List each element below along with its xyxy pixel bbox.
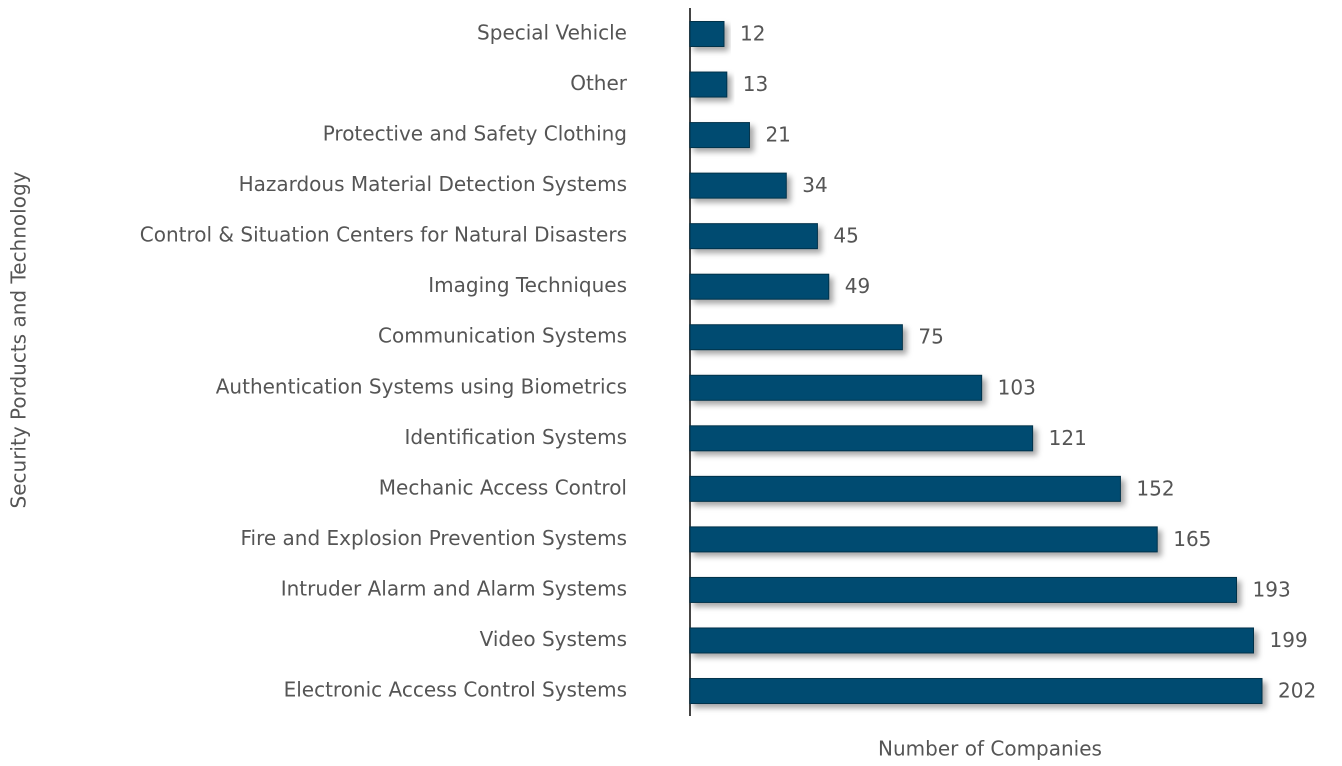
value-label: 202 xyxy=(1278,679,1316,703)
value-label: 13 xyxy=(743,72,768,96)
bar xyxy=(689,71,728,98)
bar xyxy=(689,273,830,300)
value-label: 199 xyxy=(1270,628,1308,652)
y-tick-label: Protective and Safety Clothing xyxy=(323,122,627,146)
y-tick-label: Identification Systems xyxy=(405,425,628,449)
y-tick-label: Mechanic Access Control xyxy=(379,475,627,499)
y-tick-label: Authentication Systems using Biometrics xyxy=(216,374,627,398)
bar xyxy=(689,324,903,351)
value-label: 152 xyxy=(1136,476,1174,500)
value-label: 193 xyxy=(1253,577,1291,601)
value-label: 75 xyxy=(918,325,943,349)
value-label: 121 xyxy=(1049,426,1087,450)
value-label: 34 xyxy=(802,173,827,197)
bar xyxy=(689,223,818,250)
value-label: 49 xyxy=(845,274,870,298)
value-label: 103 xyxy=(998,375,1036,399)
y-tick-label: Fire and Explosion Prevention Systems xyxy=(240,526,627,550)
y-tick-label: Hazardous Material Detection Systems xyxy=(239,172,627,196)
bar xyxy=(689,627,1255,654)
value-label: 45 xyxy=(833,224,858,248)
bar xyxy=(689,576,1238,603)
bar xyxy=(689,21,725,47)
bar xyxy=(689,475,1121,502)
y-tick-label: Intruder Alarm and Alarm Systems xyxy=(281,576,627,600)
bar xyxy=(689,122,750,149)
bar xyxy=(689,374,983,401)
value-label: 165 xyxy=(1173,527,1211,551)
y-tick-label: Electronic Access Control Systems xyxy=(284,678,627,702)
bar xyxy=(689,425,1034,452)
value-label: 21 xyxy=(765,123,790,147)
y-axis-label: Security Porducts and Technology xyxy=(7,171,31,508)
x-axis-label: Number of Companies xyxy=(878,737,1102,761)
value-label: 12 xyxy=(740,22,765,46)
y-tick-label: Imaging Techniques xyxy=(428,273,627,297)
y-tick-label: Special Vehicle xyxy=(477,21,627,45)
bar xyxy=(689,172,787,199)
y-tick-label: Other xyxy=(570,71,628,95)
y-tick-label: Communication Systems xyxy=(378,324,627,348)
y-tick-label: Control & Situation Centers for Natural … xyxy=(140,223,627,247)
y-tick-label: Video Systems xyxy=(480,627,627,651)
bar xyxy=(689,678,1263,705)
bar xyxy=(689,526,1158,553)
